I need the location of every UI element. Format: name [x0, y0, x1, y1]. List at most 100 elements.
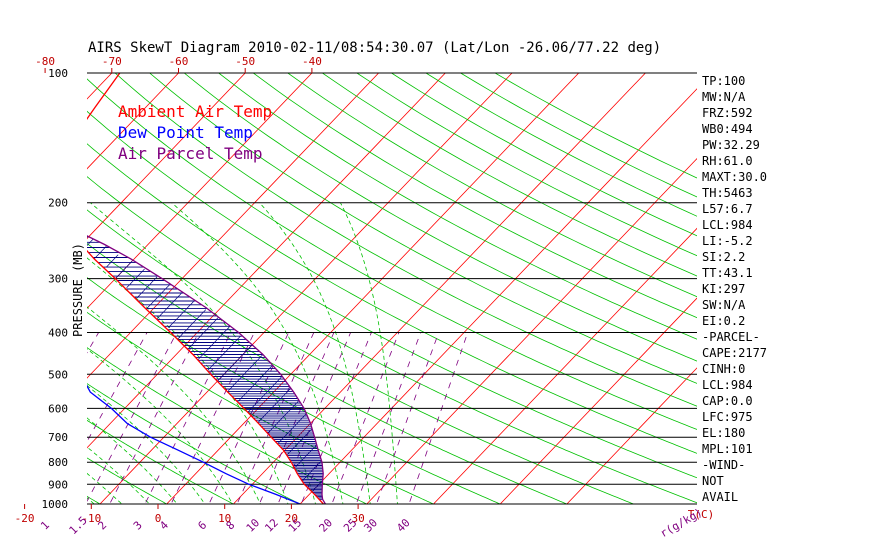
mixing-ratio-line [109, 332, 200, 504]
isotherm-line [87, 73, 246, 240]
mixing-ratio-line [170, 332, 255, 504]
isotherm-line [232, 73, 646, 504]
isotherm-line [499, 297, 697, 504]
stat-item: TT:43.1 [702, 266, 753, 280]
isotherm-line [0, 63, 54, 513]
moist-adiabat-line [171, 202, 344, 504]
mixing-ratio-label: 6 [195, 519, 209, 533]
mixing-ratio-label: 2 [95, 519, 109, 533]
mixing-ratio-line [144, 332, 232, 504]
dry-adiabat-line [148, 73, 697, 384]
series-layer [87, 73, 326, 504]
mixing-ratio-line [376, 332, 440, 504]
legend-entry: Dew Point Temp [118, 123, 253, 142]
cape-hatch-line [217, 345, 252, 382]
cape-hatch-line [126, 268, 145, 289]
cape-hatch-line [147, 283, 171, 309]
moist-adiabat-line [87, 417, 178, 504]
stat-item: CAP:0.0 [702, 394, 753, 408]
stat-item: PW:32.29 [702, 138, 760, 152]
mixing-ratio-line [87, 332, 148, 443]
cape-hatch-line [302, 460, 322, 481]
dry-adiabat-line [87, 457, 168, 504]
dry-adiabat-line [0, 63, 48, 513]
mixing-ratio-line [87, 332, 178, 502]
mixing-ratio-label: 12 [262, 516, 281, 535]
stat-item: TP:100 [702, 74, 745, 88]
pressure-tick-label: 500 [48, 368, 68, 381]
cape-hatch-line [156, 292, 182, 320]
mixing-ratio-unit-label: r(g/kg) [658, 506, 705, 540]
bottom-temp-tick-label: -20 [15, 512, 35, 525]
mixing-ratio-label: 3 [131, 519, 145, 533]
bottom-temp-tick-label: -10 [81, 512, 101, 525]
isotherm-line [432, 227, 697, 504]
stat-item: WB0:494 [702, 122, 753, 136]
dry-adiabat-line [287, 73, 697, 298]
dry-adiabat-line [87, 277, 502, 504]
dry-adiabat-line [87, 383, 302, 504]
moist-adiabat-line [87, 257, 289, 504]
stat-item: CAPE:2177 [702, 346, 767, 360]
series-line [87, 73, 324, 504]
stat-item: -WIND- [702, 458, 745, 472]
cape-hatch-line [93, 245, 107, 260]
stat-item: NOT [702, 474, 724, 488]
stat-item: LCL:984 [702, 218, 753, 232]
isotherm-line [87, 73, 180, 170]
mixing-ratio-line [408, 332, 469, 504]
isotherm-line [87, 73, 446, 449]
mixing-ratio-line [355, 332, 422, 504]
moist-adiabat-line [0, 203, 25, 513]
isotherm-line [366, 158, 697, 504]
pressure-tick-label: 200 [48, 197, 68, 210]
cape-hatch-area [87, 236, 324, 500]
dry-adiabat-line [87, 110, 697, 454]
mixing-ratio-label: 0.5 [0, 514, 3, 537]
cape-hatch-line [197, 326, 231, 360]
cape-hatch-line [277, 413, 307, 444]
dry-adiabat-line [252, 73, 697, 319]
pressure-tick-label: 100 [48, 67, 68, 80]
series-line [87, 384, 301, 504]
y-axis-label: PRESSURE (MB) [71, 243, 85, 337]
stat-item: MPL:101 [702, 442, 753, 456]
moist-adiabat-line [87, 446, 151, 504]
stat-item: SI:2.2 [702, 250, 745, 264]
isotherm-line [87, 73, 380, 379]
stat-item: FRZ:592 [702, 106, 753, 120]
mixing-ratio-label: 40 [394, 516, 413, 535]
pressure-tick-label: 800 [48, 456, 68, 469]
moist-adiabat-line [0, 203, 51, 513]
top-temp-tick-label: -80 [35, 55, 55, 68]
mixing-ratio-line [331, 332, 400, 504]
stat-item: AVAIL [702, 490, 738, 504]
mixing-ratio-line [0, 333, 39, 514]
dry-adiabat-line [87, 495, 101, 504]
stat-item: LCL:984 [702, 378, 753, 392]
cape-hatch-line [136, 276, 158, 299]
bottom-temp-tick-label: 20 [285, 512, 298, 525]
bottom-temp-tick-label: 30 [351, 512, 364, 525]
cape-hatch-line [267, 400, 300, 434]
chart-title: AIRS SkewT Diagram 2010-02-11/08:54:30.0… [88, 40, 661, 56]
pressure-tick-label: 600 [48, 402, 68, 415]
dry-adiabat-line [459, 73, 697, 198]
moist-adiabat-line [87, 306, 261, 504]
top-temp-tick-label: -70 [102, 55, 122, 68]
dry-adiabat-line [321, 73, 697, 277]
cape-hatch-line [87, 238, 94, 246]
stats-panel: TP:100 MW:N/A FRZ:592 WB0:494 PW:32.29 RH:61.… [702, 74, 767, 504]
pressure-tick-label: 700 [48, 431, 68, 444]
moist-adiabat-line [340, 202, 398, 504]
mixing-ratio-line [236, 332, 315, 504]
stat-item: KI:297 [702, 282, 745, 296]
pressure-tick-label: 900 [48, 478, 68, 491]
dry-adiabat-line [390, 73, 697, 237]
dry-adiabat-line [183, 73, 697, 362]
mixing-ratio-line [208, 332, 289, 504]
legend-entry: Air Parcel Temp [118, 144, 263, 163]
pressure-tick-label: 300 [48, 273, 68, 286]
cape-hatch-line [237, 365, 273, 402]
